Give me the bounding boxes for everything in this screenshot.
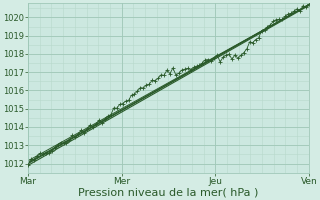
X-axis label: Pression niveau de la mer( hPa ): Pression niveau de la mer( hPa ) (78, 187, 259, 197)
